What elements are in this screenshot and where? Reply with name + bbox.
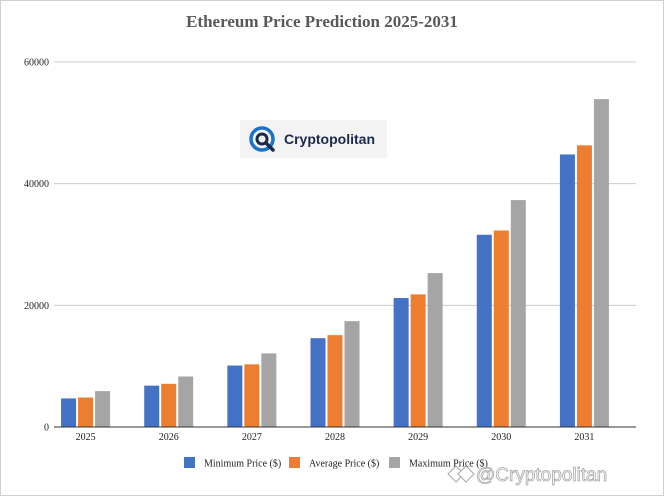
bar (144, 385, 160, 427)
x-tick-label: 2028 (325, 432, 345, 443)
bar (244, 364, 260, 427)
bar (310, 338, 326, 427)
cryptopolitan-logo: Cryptopolitan (240, 120, 387, 158)
bars (61, 99, 609, 427)
gridlines (54, 61, 636, 306)
bar (261, 353, 277, 427)
bar (161, 383, 177, 427)
y-tick-label: 60000 (24, 58, 49, 69)
chart-title: Ethereum Price Prediction 2025-2031 (186, 12, 458, 31)
y-tick-label: 0 (44, 423, 49, 434)
bar (344, 321, 360, 427)
logo-background (240, 120, 387, 158)
bar (61, 398, 77, 427)
legend-label: Minimum Price ($) (204, 459, 281, 470)
bar (510, 200, 526, 427)
bar (410, 294, 426, 427)
legend-label: Maximum Price ($) (409, 459, 488, 470)
bar (593, 99, 609, 427)
bar (576, 145, 592, 427)
watermark-text: @Cryptopolitan (476, 465, 607, 486)
legend-swatch (289, 457, 300, 468)
bar (78, 397, 94, 427)
bar (427, 273, 443, 427)
bar (95, 391, 111, 427)
watermark: @Cryptopolitan (447, 465, 608, 486)
legend: Minimum Price ($) Average Price ($) Maximu… (184, 457, 488, 470)
x-tick-label: 2031 (574, 432, 594, 443)
logo-icon (249, 126, 275, 152)
logo-text: Cryptopolitan (284, 131, 375, 147)
legend-swatch (184, 457, 195, 468)
x-axis-ticks: 2025 2026 2027 2028 2029 2030 2031 (76, 432, 595, 443)
y-tick-label: 20000 (24, 301, 49, 312)
bar (178, 376, 194, 427)
x-tick-label: 2026 (159, 432, 179, 443)
bar (393, 298, 409, 427)
bar (559, 154, 575, 427)
y-axis-ticks: 0 20000 40000 60000 (24, 58, 49, 434)
x-tick-label: 2029 (408, 432, 428, 443)
watermark-logo-icon (447, 465, 475, 483)
x-tick-label: 2030 (491, 432, 511, 443)
legend-label: Average Price ($) (309, 459, 379, 470)
bar (227, 365, 243, 427)
y-tick-label: 40000 (24, 179, 49, 190)
bar (476, 234, 492, 427)
legend-swatch (389, 457, 400, 468)
bar (327, 335, 343, 427)
x-tick-label: 2027 (242, 432, 262, 443)
x-tick-label: 2025 (76, 432, 96, 443)
bar (493, 230, 509, 427)
